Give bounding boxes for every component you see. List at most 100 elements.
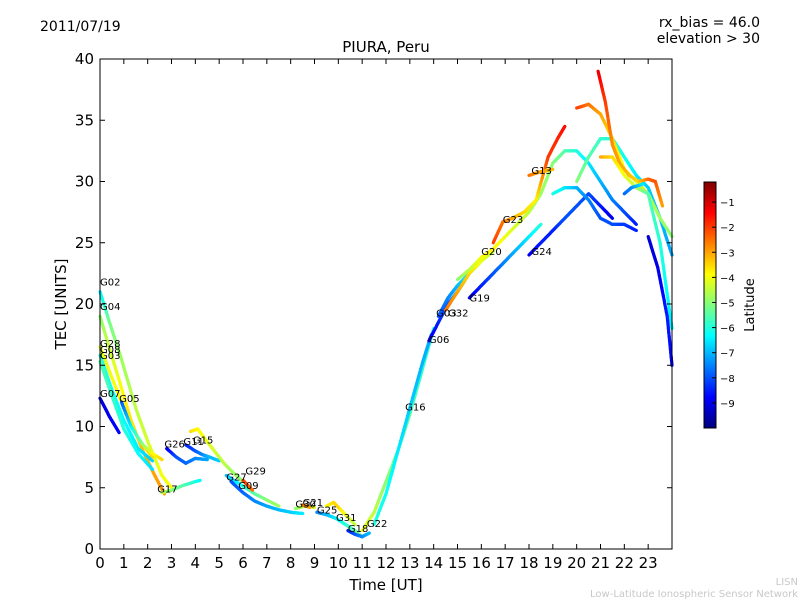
series-g26: [165, 447, 209, 465]
x-tick-label: 16: [472, 554, 491, 572]
x-axis-ticks: 0 1 2 3 4 5 6 7 8 9 10 11 12 13 14 15 16 17 18 19 20 21 22 23: [95, 59, 658, 572]
satellite-label-g18: G18: [348, 524, 368, 535]
series-segment: [149, 454, 154, 459]
x-tick-label: 23: [639, 554, 658, 572]
satellite-label-g04: G04: [100, 302, 120, 313]
footer-network: Low-Latitude Ionospheric Sensor Network: [590, 589, 798, 600]
data-layer: [98, 69, 674, 539]
x-tick-label: 11: [353, 554, 372, 572]
x-tick-label: 6: [238, 554, 248, 572]
series-g16: [372, 333, 433, 527]
x-axis-label: Time [UT]: [348, 576, 422, 594]
series-g10: [551, 186, 638, 233]
satellite-label-g16: G16: [405, 403, 425, 414]
series-segment: [149, 466, 154, 471]
satellite-label-g03: G03: [100, 351, 120, 362]
series-g23: [491, 124, 567, 245]
satellite-label-g26: G26: [164, 439, 184, 450]
colorbar-tick-label: −5: [720, 298, 735, 309]
y-tick-label: 5: [84, 479, 94, 497]
satellite-label-g28: G28: [100, 339, 120, 350]
series-g05: [119, 400, 164, 462]
rx-bias-label: rx_bias = 46.0: [659, 15, 760, 31]
satellite-label-g32: G32: [448, 308, 468, 319]
elevation-label: elevation > 30: [657, 31, 760, 47]
x-tick-label: 13: [400, 554, 419, 572]
satellite-label-g31: G31: [336, 513, 356, 524]
date-label: 2011/07/19: [40, 19, 121, 35]
footer-lisn: LISN: [776, 577, 798, 588]
series-g21: [301, 503, 312, 509]
x-tick-label: 22: [615, 554, 634, 572]
y-tick-label: 0: [84, 540, 94, 558]
x-tick-label: 12: [376, 554, 395, 572]
y-tick-label: 20: [75, 295, 94, 313]
colorbar-tick-label: −1: [720, 198, 735, 209]
series-segment: [633, 221, 638, 226]
satellite-label-g07: G07: [100, 389, 120, 400]
series-segment: [276, 504, 281, 508]
series-segment: [633, 228, 638, 233]
satellite-label-g17: G17: [157, 485, 177, 496]
satellite-label-g22: G22: [367, 519, 387, 530]
series-segment: [352, 522, 357, 527]
series-g11: [184, 443, 221, 463]
satellite-label-g03: G03: [436, 308, 456, 319]
series-segment: [538, 222, 543, 227]
series-g24: [527, 192, 615, 257]
satellite-label-g09: G09: [238, 481, 258, 492]
series-g32: [444, 249, 495, 312]
series-g01: [596, 69, 665, 208]
series-g17: [160, 478, 202, 495]
satellite-label-g06: G06: [429, 335, 449, 346]
y-axis-label: TEC [UNITS]: [52, 259, 70, 351]
colorbar-tick-label: −9: [720, 399, 735, 410]
x-tick-label: 4: [191, 554, 201, 572]
series-segment: [169, 485, 174, 490]
x-tick-label: 3: [167, 554, 177, 572]
x-tick-label: 15: [448, 554, 467, 572]
series-g25: [315, 510, 364, 539]
x-tick-label: 19: [543, 554, 562, 572]
series-segment: [149, 458, 154, 463]
x-tick-label: 1: [119, 554, 129, 572]
colorbar-label: Latitude: [743, 278, 758, 332]
colorbar-tick-label: −2: [720, 223, 735, 234]
x-tick-label: 0: [95, 554, 105, 572]
series-segment: [159, 457, 164, 462]
satellite-label-g02: G02: [100, 278, 120, 289]
colorbar-tick-label: −3: [720, 248, 735, 259]
satellite-label-g05: G05: [119, 394, 139, 405]
satellite-label-g11: G11: [183, 437, 203, 448]
x-tick-label: 7: [262, 554, 272, 572]
x-tick-label: 8: [286, 554, 296, 572]
satellite-label-g08: G08: [100, 345, 120, 356]
plot-frame: [99, 58, 673, 550]
series-g09: [229, 480, 305, 516]
series-g13: [527, 167, 555, 177]
satellite-label-g25: G25: [317, 506, 337, 517]
x-tick-label: 20: [567, 554, 586, 572]
satellite-label-g13: G13: [531, 166, 551, 177]
series-segment: [490, 249, 495, 254]
series-g31: [324, 500, 357, 527]
y-tick-label: 25: [75, 234, 94, 252]
y-tick-label: 30: [75, 173, 94, 191]
series-g15b: [622, 182, 646, 196]
satellite-label-g30: G30: [295, 499, 315, 510]
satellite-label-g20: G20: [481, 247, 501, 258]
satellite-label-g21: G21: [303, 498, 323, 509]
satellite-label-g19: G19: [469, 294, 489, 305]
series-g27: [224, 473, 281, 508]
series-g02: [98, 290, 174, 490]
x-tick-label: 18: [519, 554, 538, 572]
colorbar-tick-label: −4: [720, 273, 735, 284]
satellite-label-g15: G15: [193, 436, 213, 447]
colorbar-tick-label: −8: [720, 374, 735, 385]
x-tick-label: 21: [591, 554, 610, 572]
series-g07: [98, 396, 121, 435]
x-tick-label: 2: [143, 554, 153, 572]
series-g18: [346, 528, 371, 539]
x-tick-label: 5: [214, 554, 224, 572]
